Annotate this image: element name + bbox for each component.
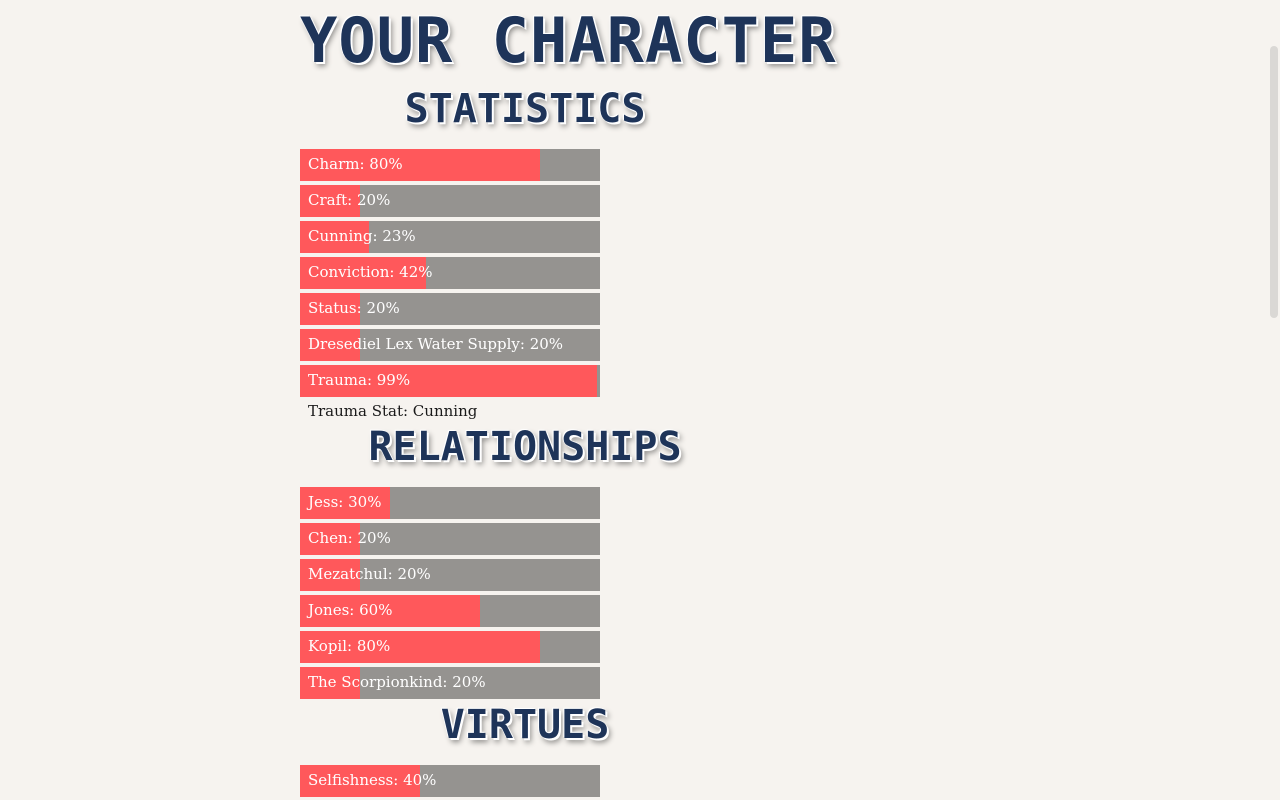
- relationship-bar-label: Jones: 60%: [308, 601, 393, 619]
- stat-bar-label: Craft: 20%: [308, 191, 391, 209]
- relationship-bar-fill: [300, 595, 480, 627]
- virtues-heading: VIRTUES: [440, 702, 610, 748]
- relationship-bar-jones: Jones: 60%: [300, 595, 600, 627]
- stat-bar-status: Status: 20%: [300, 293, 600, 325]
- stat-bar-fill: [300, 329, 360, 361]
- stat-bar-water-supply: Dresediel Lex Water Supply: 20%: [300, 329, 600, 361]
- stat-bar-fill: [300, 257, 426, 289]
- stat-bar-fill: [300, 293, 360, 325]
- relationship-bar-jess: Jess: 30%: [300, 487, 600, 519]
- stat-bar-fill: [300, 221, 369, 253]
- relationship-bar-fill: [300, 667, 360, 699]
- stat-bar-label: Cunning: 23%: [308, 227, 416, 245]
- stat-bar-label: Trauma: 99%: [308, 371, 411, 389]
- virtue-bar-selfishness: Selfishness: 40%: [300, 765, 600, 797]
- stat-bar-cunning: Cunning: 23%: [300, 221, 600, 253]
- page-scrollbar[interactable]: [1270, 46, 1278, 318]
- relationship-bar-fill: [300, 631, 540, 663]
- trauma-stat-note: Trauma Stat: Cunning: [308, 402, 478, 420]
- stat-bar-fill: [300, 365, 597, 397]
- relationship-bar-kopil: Kopil: 80%: [300, 631, 600, 663]
- stat-bar-label: Conviction: 42%: [308, 263, 433, 281]
- relationship-bar-label: Jess: 30%: [308, 493, 382, 511]
- virtue-bar-label: Selfishness: 40%: [308, 771, 437, 789]
- relationship-bar-scorpionkind: The Scorpionkind: 20%: [300, 667, 600, 699]
- stat-bar-charm: Charm: 80%: [300, 149, 600, 181]
- relationship-bar-mezatchul: Mezatchul: 20%: [300, 559, 600, 591]
- stat-bar-label: Status: 20%: [308, 299, 400, 317]
- stat-bar-conviction: Conviction: 42%: [300, 257, 600, 289]
- relationship-bar-label: Mezatchul: 20%: [308, 565, 431, 583]
- relationships-heading: RELATIONSHIPS: [368, 424, 682, 470]
- relationship-bar-chen: Chen: 20%: [300, 523, 600, 555]
- relationship-bar-label: The Scorpionkind: 20%: [308, 673, 486, 691]
- stat-bar-craft: Craft: 20%: [300, 185, 600, 217]
- statistics-heading: STATISTICS: [404, 86, 646, 132]
- relationship-bar-fill: [300, 487, 390, 519]
- stat-bar-fill: [300, 149, 540, 181]
- relationship-bar-label: Kopil: 80%: [308, 637, 391, 655]
- relationship-bar-label: Chen: 20%: [308, 529, 391, 547]
- stat-bar-fill: [300, 185, 360, 217]
- virtue-bar-fill: [300, 765, 420, 797]
- relationship-bar-fill: [300, 523, 360, 555]
- stat-bar-label: Dresediel Lex Water Supply: 20%: [308, 335, 564, 353]
- stat-bar-label: Charm: 80%: [308, 155, 403, 173]
- page-title: YOUR CHARACTER: [300, 4, 837, 77]
- stat-bar-trauma: Trauma: 99%: [300, 365, 600, 397]
- relationship-bar-fill: [300, 559, 360, 591]
